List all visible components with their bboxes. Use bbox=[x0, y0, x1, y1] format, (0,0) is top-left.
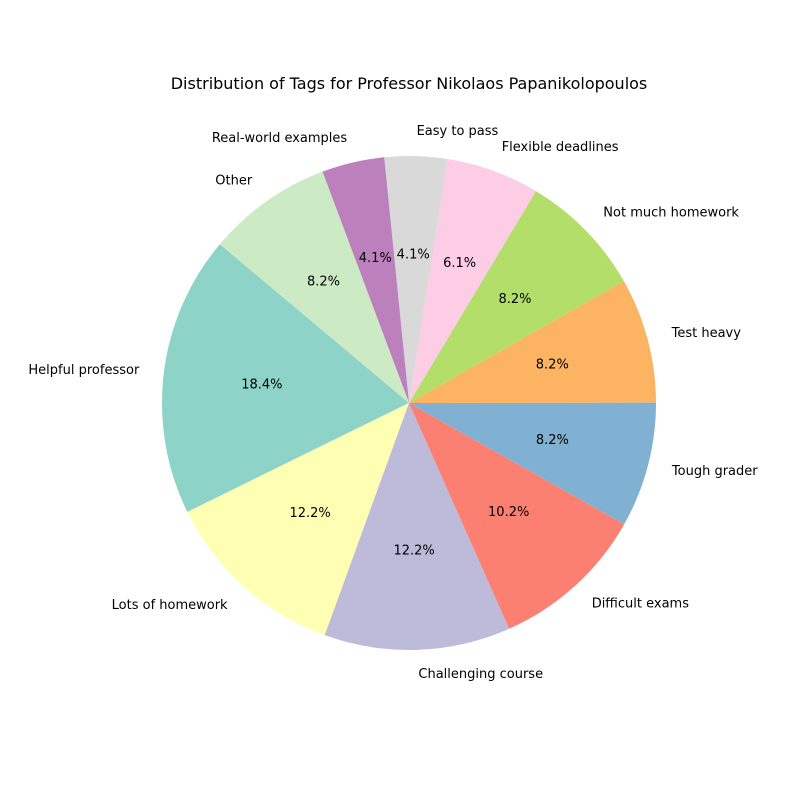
pie-slice-flexible-deadlines bbox=[409, 159, 536, 403]
pie-slice-other bbox=[219, 171, 409, 403]
category-labels: Helpful professor Lots of homework Challen… bbox=[28, 124, 758, 682]
pie-slice-easy-to-pass bbox=[384, 156, 448, 403]
category-label-easy-to-pass: Easy to pass bbox=[417, 124, 499, 139]
percent-label-flexible-deadlines: 6.1% bbox=[443, 256, 476, 271]
pie-slice-real-world-examples bbox=[322, 157, 409, 403]
percent-label-difficult-exams: 10.2% bbox=[488, 505, 529, 520]
pie-slice-helpful-professor bbox=[162, 244, 409, 512]
chart-title: Distribution of Tags for Professor Nikol… bbox=[171, 74, 648, 93]
percent-label-lots-of-homework: 12.2% bbox=[289, 506, 330, 521]
category-label-helpful-professor: Helpful professor bbox=[28, 363, 140, 378]
pie-slice-not-much-homework bbox=[409, 191, 624, 403]
category-label-tough-grader: Tough grader bbox=[671, 464, 758, 479]
pie-slice-challenging-course bbox=[324, 403, 510, 651]
percent-labels: 18.4% 12.2% 12.2% 10.2% 8.2% 8.2% 8.2% 6.1% 4.1%… bbox=[241, 247, 569, 558]
percent-label-easy-to-pass: 4.1% bbox=[397, 247, 430, 262]
percent-label-tough-grader: 8.2% bbox=[536, 433, 569, 448]
pie-slice-test-heavy bbox=[409, 281, 656, 403]
pie-slice-difficult-exams bbox=[409, 403, 625, 629]
percent-label-test-heavy: 8.2% bbox=[536, 358, 569, 373]
category-label-flexible-deadlines: Flexible deadlines bbox=[502, 140, 619, 155]
percent-label-real-world-examples: 4.1% bbox=[359, 251, 392, 266]
category-label-lots-of-homework: Lots of homework bbox=[112, 598, 228, 613]
category-label-test-heavy: Test heavy bbox=[671, 326, 742, 341]
pie-slice-lots-of-homework bbox=[187, 403, 409, 636]
percent-label-not-much-homework: 8.2% bbox=[498, 292, 531, 307]
percent-label-other: 8.2% bbox=[307, 275, 340, 290]
category-label-real-world-examples: Real-world examples bbox=[212, 131, 348, 146]
category-label-difficult-exams: Difficult exams bbox=[592, 597, 690, 612]
percent-label-helpful-professor: 18.4% bbox=[241, 378, 282, 393]
category-label-other: Other bbox=[215, 174, 253, 189]
pie-slices bbox=[162, 156, 657, 651]
category-label-not-much-homework: Not much homework bbox=[603, 206, 739, 221]
category-label-challenging-course: Challenging course bbox=[418, 667, 543, 682]
pie-slice-tough-grader bbox=[409, 402, 657, 525]
percent-label-challenging-course: 12.2% bbox=[393, 544, 434, 559]
